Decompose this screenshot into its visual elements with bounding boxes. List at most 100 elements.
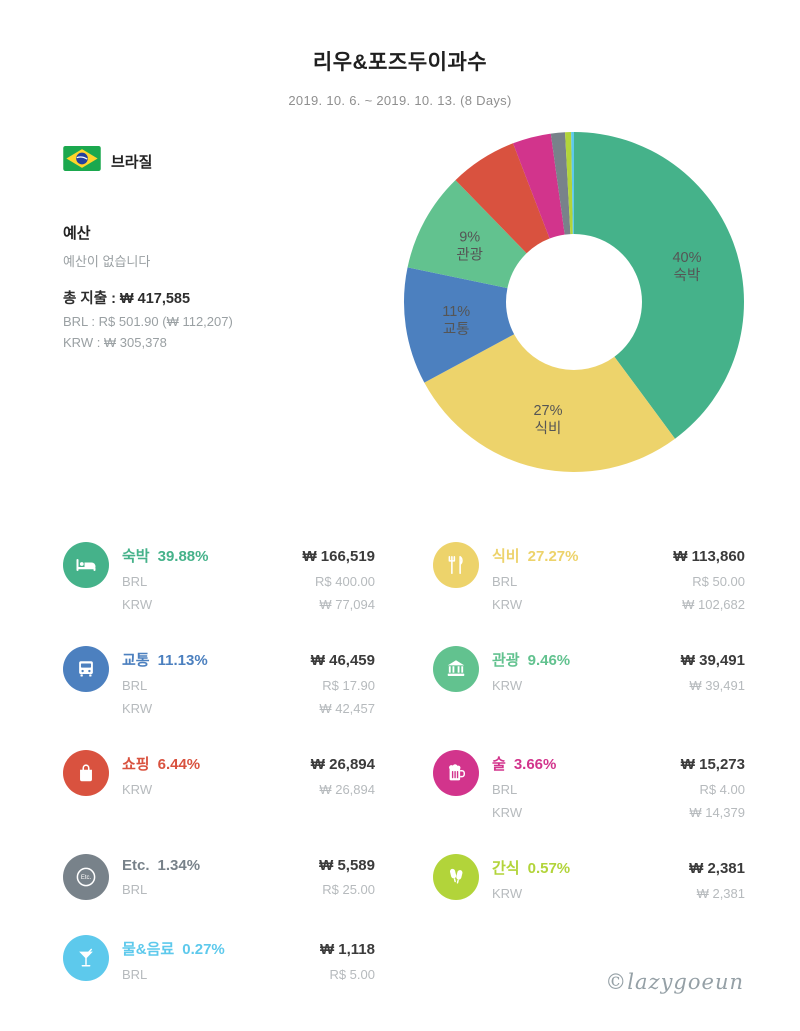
currency-row: BRL R$ 17.90 — [122, 678, 375, 693]
currency-value: R$ 5.00 — [329, 967, 375, 982]
watermark: ©lazygoeun — [605, 970, 744, 994]
category-label: 술 — [492, 756, 506, 773]
etc-icon: Etc. — [63, 854, 109, 900]
category-amount: ₩ 5,589 — [319, 857, 375, 874]
category-label: 간식 — [492, 860, 520, 877]
category-amount: ₩ 39,491 — [680, 652, 745, 669]
category-item-lodging[interactable]: 숙박 39.88% ₩ 166,519 BRL R$ 400.00 KRW ₩ … — [63, 542, 375, 612]
currency-code: KRW — [122, 597, 153, 612]
date-range: 2019. 10. 6. ~ 2019. 10. 13. (8 Days) — [288, 93, 512, 108]
currency-row: KRW ₩ 102,682 — [492, 597, 745, 612]
category-item-sightseeing[interactable]: 관광 9.46% ₩ 39,491 KRW ₩ 39,491 — [433, 646, 745, 693]
currency-value: R$ 4.00 — [699, 782, 745, 797]
currency-value: R$ 17.90 — [322, 678, 375, 693]
currency-row: KRW ₩ 26,894 — [122, 782, 375, 797]
currency-code: BRL — [122, 967, 148, 982]
category-label: 식비 — [492, 548, 520, 565]
brazil-flag-icon — [63, 146, 101, 176]
donut-slice-Etc. — [550, 132, 571, 235]
cocktail-icon — [63, 935, 109, 981]
donut-slice-label: 숙박 — [674, 267, 701, 284]
donut-slice-교통 — [403, 267, 515, 383]
currency-row: KRW ₩ 77,094 — [122, 597, 375, 612]
donut-slice-label: 27% — [533, 403, 562, 419]
category-percent: 0.57% — [527, 860, 571, 877]
category-amount: ₩ 46,459 — [310, 652, 375, 669]
currency-code: KRW — [122, 782, 153, 797]
country-name: 브라질 — [111, 153, 153, 171]
currency-value: ₩ 26,894 — [319, 782, 375, 797]
category-amount: ₩ 166,519 — [302, 548, 375, 565]
currency-row: BRL R$ 4.00 — [492, 782, 745, 797]
currency-value: ₩ 39,491 — [689, 678, 745, 693]
category-label: 숙박 — [122, 548, 150, 565]
currency-value: ₩ 2,381 — [696, 886, 745, 901]
donut-chart-svg: 40%숙박 27%식비 11% 교통 9%관광 — [403, 131, 744, 472]
currency-row: KRW ₩ 14,379 — [492, 805, 745, 820]
bus-icon — [63, 646, 109, 692]
header: 리우&포즈두이과수 2019. 10. 6. ~ 2019. 10. 13. (… — [0, 46, 800, 108]
currency-code: KRW — [492, 678, 523, 693]
category-amount: ₩ 2,381 — [689, 860, 745, 877]
currency-code: BRL — [122, 678, 148, 693]
currency-value: ₩ 42,457 — [319, 701, 375, 716]
category-amount: ₩ 113,860 — [673, 548, 745, 565]
category-label: 관광 — [492, 652, 520, 669]
currency-row: BRL R$ 50.00 — [492, 574, 745, 589]
donut-slice-간식 — [565, 132, 573, 235]
currency-code: KRW — [122, 701, 153, 716]
currency-code: KRW — [492, 886, 523, 901]
page-title: 리우&포즈두이과수 — [312, 51, 488, 74]
currency-value: ₩ 77,094 — [319, 597, 375, 612]
currency-row: KRW ₩ 39,491 — [492, 678, 745, 693]
category-item-drinks[interactable]: 물&음료 0.27% ₩ 1,118 BRL R$ 5.00 — [63, 935, 375, 982]
brl-total: BRL : R$ 501.90 (₩ 112,207) — [63, 314, 233, 329]
donut-slice-물&음료 — [571, 131, 574, 235]
donut-slice-식비 — [424, 334, 676, 472]
category-item-etc[interactable]: Etc. Etc. 1.34% ₩ 5,589 BRL R$ 25.00 — [63, 854, 375, 900]
category-percent: 3.66% — [513, 756, 557, 773]
utensils-icon — [433, 542, 479, 588]
currency-row: KRW ₩ 42,457 — [122, 701, 375, 716]
currency-value: R$ 400.00 — [315, 574, 375, 589]
svg-text:Etc.: Etc. — [81, 875, 92, 881]
donut-chart: 40% 숙박 27% 식비 11% 교통 9% 관광 — [398, 126, 750, 478]
trip-info: 브라질 예산 예산이 없습니다 총 지출 : ₩ 417,585 BRL : R… — [63, 146, 233, 350]
category-item-shopping[interactable]: 쇼핑 6.44% ₩ 26,894 KRW ₩ 26,894 — [63, 750, 375, 797]
currency-row: BRL R$ 25.00 — [122, 882, 375, 897]
category-item-food[interactable]: 식비 27.27% ₩ 113,860 BRL R$ 50.00 KRW ₩ 1… — [433, 542, 745, 612]
krw-total: KRW : ₩ 305,378 — [63, 335, 167, 350]
category-percent: 0.27% — [182, 941, 225, 958]
category-label: 쇼핑 — [122, 756, 150, 773]
donut-slice-label: 식비 — [535, 420, 562, 437]
category-item-alcohol[interactable]: 술 3.66% ₩ 15,273 BRL R$ 4.00 KRW ₩ 14,37… — [433, 750, 745, 820]
donut-slice-쇼핑 — [455, 143, 550, 254]
category-item-snack[interactable]: 간식 0.57% ₩ 2,381 KRW ₩ 2,381 — [433, 854, 745, 901]
currency-code: BRL — [492, 574, 518, 589]
category-label: Etc. — [122, 857, 150, 874]
donut-slice-관광 — [407, 180, 527, 289]
category-percent: 1.34% — [157, 857, 201, 874]
category-percent: 9.46% — [527, 652, 571, 669]
category-item-transport[interactable]: 교통 11.13% ₩ 46,459 BRL R$ 17.90 KRW ₩ 42… — [63, 646, 375, 716]
category-amount: ₩ 1,118 — [319, 941, 375, 958]
category-percent: 11.13% — [157, 652, 208, 669]
donut-slice-label: 40% — [672, 250, 701, 266]
currency-row: BRL R$ 400.00 — [122, 574, 375, 589]
currency-value: ₩ 102,682 — [682, 597, 745, 612]
category-label: 교통 — [122, 652, 150, 669]
category-percent: 39.88% — [157, 548, 209, 565]
donut-slice-label: 관광 — [456, 247, 483, 264]
currency-code: BRL — [492, 782, 518, 797]
currency-code: KRW — [492, 597, 523, 612]
donut-slice-숙박 — [574, 132, 744, 439]
bed-icon — [63, 542, 109, 588]
museum-icon — [433, 646, 479, 692]
currency-value: R$ 25.00 — [322, 882, 375, 897]
budget-empty-message: 예산이 없습니다 — [63, 254, 151, 269]
country-row: 브라질 — [63, 146, 233, 176]
total-spend: 총 지출 : ₩ 417,585 — [63, 291, 191, 307]
donut-slice-label: 11% — [442, 304, 470, 320]
category-percent: 27.27% — [527, 548, 579, 565]
